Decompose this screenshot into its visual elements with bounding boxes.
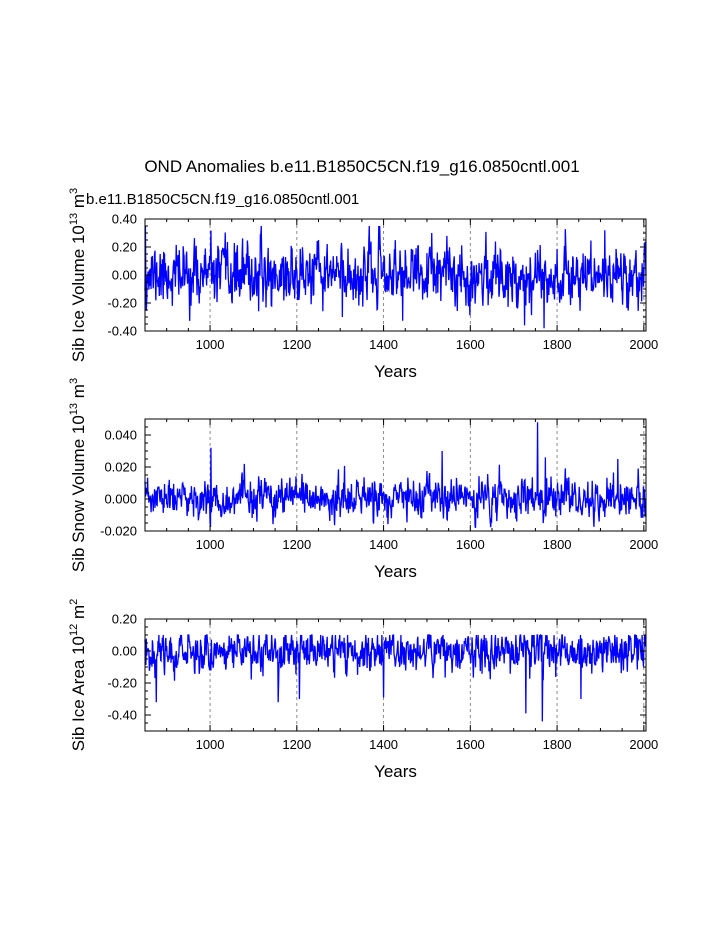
y-tick-label: 0.20	[112, 612, 137, 627]
y-tick-label: -0.020	[100, 524, 137, 539]
snow-volume-x-tick-labels: 1000 1200 1400 1600 1800 2000	[196, 537, 659, 552]
x-tick-label: 1200	[282, 537, 311, 552]
ice-area-plot-frame	[144, 618, 647, 732]
ice-area-series-line	[144, 633, 647, 722]
figure-title: OND Anomalies b.e11.B1850C5CN.f19_g16.08…	[144, 157, 579, 176]
ice-area-y-tick-labels: 0.20 0.00 -0.20 -0.40	[107, 612, 137, 723]
ice-area-x-tick-labels: 1000 1200 1400 1600 1800 2000	[196, 737, 659, 752]
ice-area-gridlines	[209, 619, 645, 731]
snow-volume-series-line	[144, 422, 647, 528]
x-tick-label: 1000	[196, 737, 225, 752]
y-tick-label: 0.020	[104, 460, 137, 475]
x-tick-label: 2000	[629, 337, 658, 352]
x-tick-label: 2000	[629, 537, 658, 552]
y-tick-label: -0.40	[107, 708, 137, 723]
ice-volume-y-tick-labels: 0.40 0.20 0.00 -0.20 -0.40	[107, 212, 137, 339]
y-tick-label: -0.20	[107, 296, 137, 311]
x-tick-label: 1400	[369, 337, 398, 352]
series-subtitle: b.e11.B1850C5CN.f19_g16.0850cntl.001	[86, 191, 359, 208]
ice-area-panel: 1000 1200 1400 1600 1800 2000 0.20 0.00 -0.20 -0…	[68, 599, 658, 781]
y-tick-label: 0.40	[112, 212, 137, 227]
x-tick-label: 1200	[282, 337, 311, 352]
y-tick-label: -0.40	[107, 324, 137, 339]
x-tick-label: 1800	[543, 537, 572, 552]
snow-volume-panel: 1000 1200 1400 1600 1800 2000 0.040 0.020 0.000…	[68, 378, 658, 581]
ice-area-y-axis-label: Sib Ice Area 1012 m2	[68, 599, 88, 752]
x-tick-label: 1400	[369, 537, 398, 552]
ice-area-x-axis-label: Years	[374, 762, 417, 781]
y-tick-label: 0.040	[104, 428, 137, 443]
snow-volume-plot-frame	[144, 418, 647, 532]
ice-volume-series-line	[144, 225, 647, 329]
x-tick-label: 1800	[543, 337, 572, 352]
x-tick-label: 1800	[543, 737, 572, 752]
x-tick-label: 1200	[282, 737, 311, 752]
snow-volume-y-axis-label: Sib Snow Volume 1013 m3	[68, 378, 88, 572]
x-tick-label: 1000	[196, 337, 225, 352]
ice-area-tick-marks	[144, 618, 646, 732]
ice-volume-x-axis-label: Years	[374, 362, 417, 381]
snow-volume-tick-marks	[144, 418, 646, 532]
y-tick-label: 0.00	[112, 268, 137, 283]
y-tick-label: 0.00	[112, 644, 137, 659]
snow-volume-y-tick-labels: 0.040 0.020 0.000 -0.020	[100, 428, 137, 539]
x-tick-label: 1400	[369, 737, 398, 752]
x-tick-label: 1600	[456, 537, 485, 552]
ice-volume-panel: 1000 1200 1400 1600 1800 2000 0.40 0.20 0.00 -0.…	[68, 188, 658, 381]
x-tick-label: 1000	[196, 537, 225, 552]
y-tick-label: -0.20	[107, 676, 137, 691]
y-tick-label: 0.000	[104, 492, 137, 507]
ice-volume-y-axis-label: Sib Ice Volume 1013 m3	[68, 188, 88, 362]
ice-volume-plot-frame	[144, 218, 647, 332]
y-tick-label: 0.20	[112, 240, 137, 255]
x-tick-label: 2000	[629, 737, 658, 752]
x-tick-label: 1600	[456, 737, 485, 752]
x-tick-label: 1600	[456, 337, 485, 352]
ice-volume-x-tick-labels: 1000 1200 1400 1600 1800 2000	[196, 337, 659, 352]
snow-volume-x-axis-label: Years	[374, 562, 417, 581]
